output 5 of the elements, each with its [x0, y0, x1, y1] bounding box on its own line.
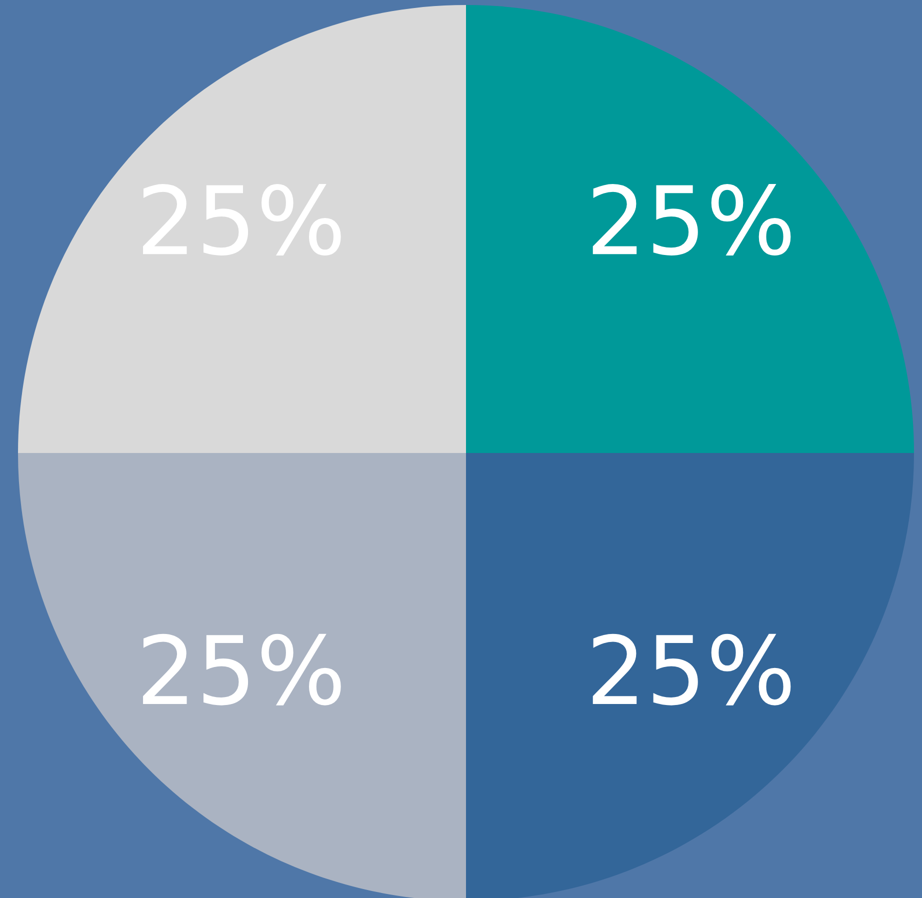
data-label: 25% [143, 634, 341, 706]
data-label: 25% [592, 634, 791, 706]
data-label: 25% [592, 184, 791, 256]
pie-slice [18, 5, 466, 453]
pie-slice [466, 5, 914, 453]
